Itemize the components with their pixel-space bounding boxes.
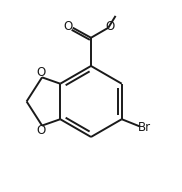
Text: O: O [36, 124, 45, 137]
Text: O: O [105, 20, 114, 33]
Text: O: O [36, 66, 45, 79]
Text: O: O [64, 20, 73, 33]
Text: Br: Br [137, 121, 151, 134]
